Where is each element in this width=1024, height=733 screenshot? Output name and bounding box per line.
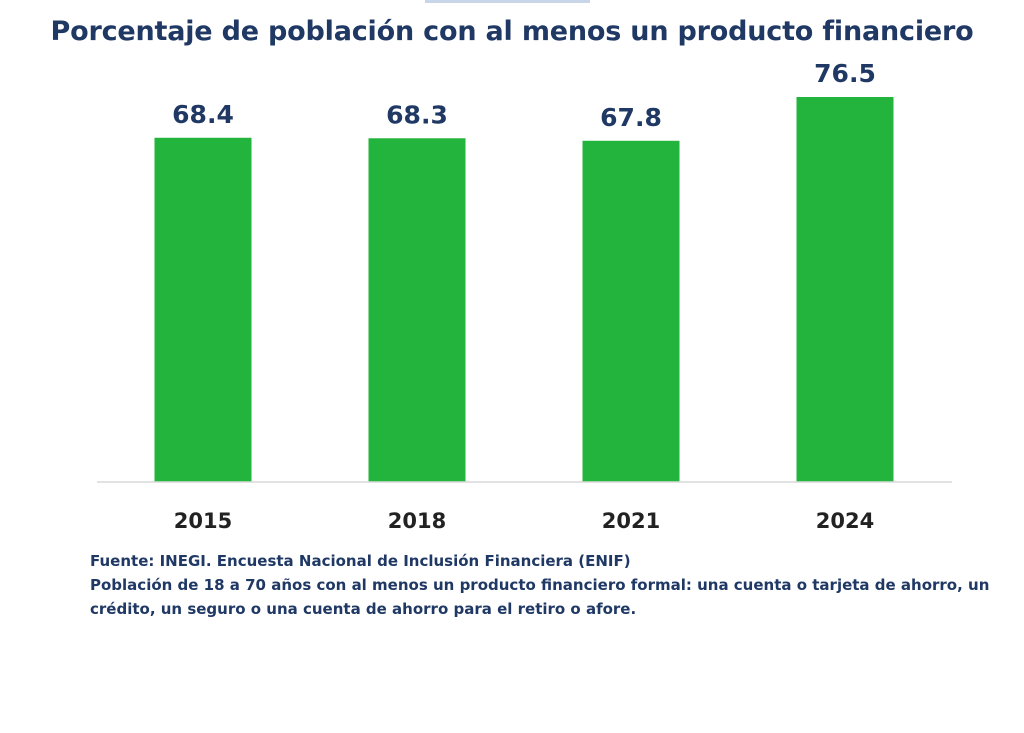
x-tick-label-2018: 2018 xyxy=(388,509,446,533)
bar-2021 xyxy=(582,140,680,483)
bar-2018 xyxy=(368,138,466,482)
bar-2015 xyxy=(154,137,252,482)
value-label-2018: 68.3 xyxy=(386,100,448,129)
source-notes: Fuente: INEGI. Encuesta Nacional de Incl… xyxy=(90,549,990,621)
chart-title: Porcentaje de población con al menos un … xyxy=(50,16,974,47)
population-note: Población de 18 a 70 años con al menos u… xyxy=(90,576,990,618)
value-label-2021: 67.8 xyxy=(600,103,662,132)
header-accent-bar xyxy=(425,0,590,3)
value-label-2024: 76.5 xyxy=(814,59,876,88)
value-labels-group: 68.4 68.3 67.8 76.5 xyxy=(172,59,876,132)
value-label-2015: 68.4 xyxy=(172,100,234,129)
bars-group xyxy=(154,97,894,483)
x-tick-labels-group: 2015 2018 2021 2024 xyxy=(174,509,874,533)
x-tick-label-2024: 2024 xyxy=(816,509,874,533)
bar-chart: 68.4 68.3 67.8 76.5 2015 2018 2021 2024 xyxy=(97,59,952,533)
x-tick-label-2015: 2015 xyxy=(174,509,232,533)
x-tick-label-2021: 2021 xyxy=(602,509,660,533)
source-line: Fuente: INEGI. Encuesta Nacional de Incl… xyxy=(90,552,631,570)
bar-2024 xyxy=(796,97,894,482)
